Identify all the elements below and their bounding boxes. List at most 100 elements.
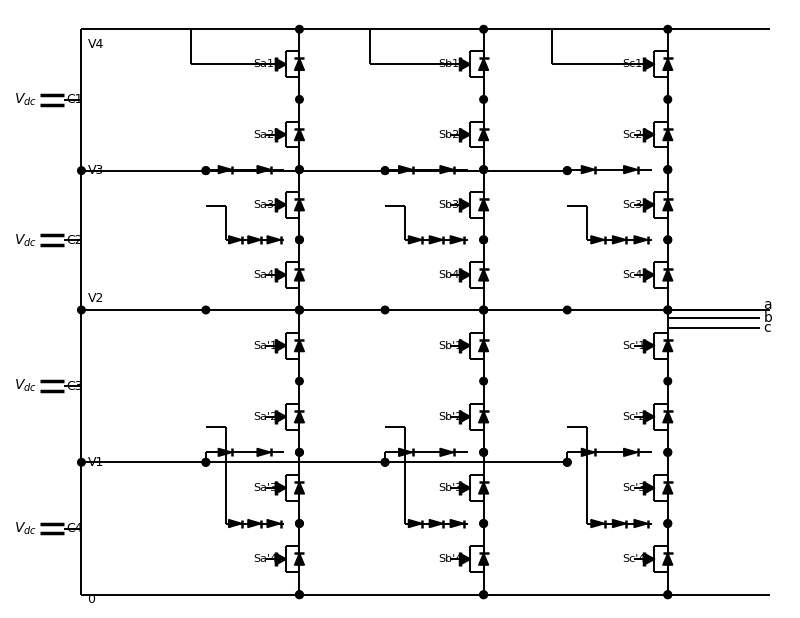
Circle shape <box>202 459 210 466</box>
Circle shape <box>480 236 487 243</box>
Polygon shape <box>460 553 470 565</box>
Polygon shape <box>294 58 305 70</box>
Circle shape <box>480 306 487 314</box>
Polygon shape <box>644 269 655 281</box>
Text: c: c <box>763 321 771 335</box>
Circle shape <box>202 167 210 174</box>
Polygon shape <box>478 58 489 70</box>
Polygon shape <box>460 199 470 211</box>
Text: Sb4: Sb4 <box>438 270 459 280</box>
Polygon shape <box>275 411 286 423</box>
Polygon shape <box>644 129 655 140</box>
Polygon shape <box>478 553 489 565</box>
Circle shape <box>296 306 303 314</box>
Circle shape <box>382 167 389 174</box>
Text: Sb2: Sb2 <box>438 130 459 140</box>
Text: $V_{dc}$: $V_{dc}$ <box>14 520 37 536</box>
Circle shape <box>382 459 389 466</box>
Circle shape <box>563 459 571 466</box>
Circle shape <box>480 591 487 598</box>
Polygon shape <box>409 236 422 243</box>
Polygon shape <box>294 482 305 494</box>
Text: V4: V4 <box>87 38 104 51</box>
Circle shape <box>480 449 487 456</box>
Polygon shape <box>663 269 673 281</box>
Circle shape <box>202 459 210 466</box>
Polygon shape <box>430 520 443 528</box>
Polygon shape <box>478 129 489 140</box>
Circle shape <box>480 520 487 527</box>
Circle shape <box>480 449 487 456</box>
Polygon shape <box>294 340 305 352</box>
Polygon shape <box>478 411 489 423</box>
Text: $V_{dc}$: $V_{dc}$ <box>14 378 37 394</box>
Text: Sb1: Sb1 <box>438 59 459 69</box>
Text: Sa3: Sa3 <box>254 200 274 210</box>
Polygon shape <box>440 166 454 174</box>
Polygon shape <box>229 520 242 528</box>
Polygon shape <box>663 129 673 140</box>
Polygon shape <box>248 520 262 528</box>
Polygon shape <box>440 449 454 456</box>
Polygon shape <box>663 411 673 423</box>
Circle shape <box>563 167 571 174</box>
Circle shape <box>664 306 671 314</box>
Circle shape <box>664 25 671 33</box>
Circle shape <box>296 306 303 314</box>
Polygon shape <box>430 236 443 243</box>
Circle shape <box>78 167 86 174</box>
Polygon shape <box>663 482 673 494</box>
Circle shape <box>664 306 671 314</box>
Polygon shape <box>663 553 673 565</box>
Circle shape <box>664 166 671 174</box>
Polygon shape <box>478 199 489 211</box>
Polygon shape <box>591 520 605 528</box>
Polygon shape <box>275 553 286 565</box>
Circle shape <box>296 591 303 598</box>
Polygon shape <box>591 236 605 243</box>
Circle shape <box>664 236 671 243</box>
Text: V3: V3 <box>87 164 104 177</box>
Circle shape <box>296 306 303 314</box>
Polygon shape <box>275 129 286 140</box>
Circle shape <box>480 96 487 103</box>
Circle shape <box>296 166 303 174</box>
Polygon shape <box>267 520 281 528</box>
Circle shape <box>480 378 487 385</box>
Circle shape <box>664 166 671 174</box>
Circle shape <box>664 591 671 598</box>
Polygon shape <box>398 449 413 456</box>
Polygon shape <box>624 166 638 174</box>
Polygon shape <box>663 340 673 352</box>
Circle shape <box>664 96 671 103</box>
Text: Sc'3: Sc'3 <box>622 483 646 493</box>
Circle shape <box>480 166 487 174</box>
Circle shape <box>382 167 389 174</box>
Circle shape <box>202 167 210 174</box>
Polygon shape <box>663 58 673 70</box>
Text: $V_{dc}$: $V_{dc}$ <box>14 91 37 108</box>
Polygon shape <box>450 520 464 528</box>
Text: Sc'1: Sc'1 <box>622 341 646 350</box>
Polygon shape <box>644 553 655 565</box>
Text: b: b <box>763 311 772 325</box>
Circle shape <box>382 459 389 466</box>
Text: Sc2: Sc2 <box>622 130 642 140</box>
Circle shape <box>664 378 671 385</box>
Text: Sa'2: Sa'2 <box>254 412 278 421</box>
Circle shape <box>480 236 487 243</box>
Circle shape <box>664 236 671 243</box>
Text: Sa2: Sa2 <box>254 130 274 140</box>
Polygon shape <box>275 269 286 281</box>
Polygon shape <box>229 236 242 243</box>
Polygon shape <box>478 482 489 494</box>
Circle shape <box>296 25 303 33</box>
Text: C4: C4 <box>66 522 83 535</box>
Polygon shape <box>257 449 271 456</box>
Polygon shape <box>634 236 648 243</box>
Polygon shape <box>218 449 232 456</box>
Circle shape <box>480 520 487 527</box>
Polygon shape <box>613 520 626 528</box>
Circle shape <box>296 449 303 456</box>
Polygon shape <box>294 553 305 565</box>
